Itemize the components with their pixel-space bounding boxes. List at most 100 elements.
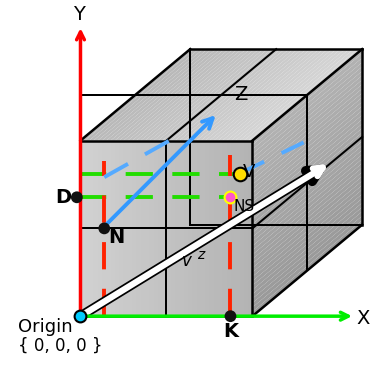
Polygon shape xyxy=(248,49,362,140)
Polygon shape xyxy=(253,102,362,197)
Polygon shape xyxy=(175,49,289,140)
Polygon shape xyxy=(240,140,244,316)
Polygon shape xyxy=(162,140,166,316)
Polygon shape xyxy=(253,159,362,255)
Polygon shape xyxy=(253,163,362,259)
Polygon shape xyxy=(110,140,115,316)
Polygon shape xyxy=(253,181,362,277)
Polygon shape xyxy=(253,128,362,224)
Polygon shape xyxy=(89,49,203,140)
Polygon shape xyxy=(253,177,362,272)
Polygon shape xyxy=(110,49,225,140)
Polygon shape xyxy=(154,49,267,140)
Polygon shape xyxy=(248,140,253,316)
Polygon shape xyxy=(209,49,324,140)
Polygon shape xyxy=(128,140,132,316)
Polygon shape xyxy=(253,71,362,167)
Polygon shape xyxy=(253,172,362,268)
Polygon shape xyxy=(253,67,362,163)
Polygon shape xyxy=(253,133,362,229)
Polygon shape xyxy=(253,207,362,303)
Polygon shape xyxy=(253,137,362,233)
Text: z: z xyxy=(197,248,204,262)
Polygon shape xyxy=(201,49,315,140)
Polygon shape xyxy=(119,49,233,140)
Polygon shape xyxy=(115,49,229,140)
Polygon shape xyxy=(214,140,218,316)
Polygon shape xyxy=(184,49,298,140)
Polygon shape xyxy=(162,49,276,140)
Polygon shape xyxy=(253,203,362,299)
Polygon shape xyxy=(253,185,362,281)
Polygon shape xyxy=(253,115,362,211)
Polygon shape xyxy=(235,140,240,316)
Text: NS: NS xyxy=(233,199,254,214)
Polygon shape xyxy=(231,140,235,316)
Text: K: K xyxy=(223,322,238,341)
Polygon shape xyxy=(106,49,220,140)
Text: v: v xyxy=(182,252,192,270)
Polygon shape xyxy=(253,146,362,242)
Polygon shape xyxy=(253,84,362,180)
Polygon shape xyxy=(253,124,362,220)
Polygon shape xyxy=(184,140,188,316)
Polygon shape xyxy=(141,140,145,316)
Polygon shape xyxy=(222,49,336,140)
Polygon shape xyxy=(205,49,319,140)
Polygon shape xyxy=(137,49,250,140)
Polygon shape xyxy=(149,49,263,140)
Polygon shape xyxy=(115,140,119,316)
Point xyxy=(77,313,83,319)
Text: { 0, 0, 0 }: { 0, 0, 0 } xyxy=(18,336,103,354)
Polygon shape xyxy=(154,140,158,316)
Text: D: D xyxy=(55,188,71,207)
Polygon shape xyxy=(192,49,306,140)
Polygon shape xyxy=(188,140,192,316)
Point xyxy=(228,313,234,319)
Polygon shape xyxy=(253,58,362,154)
Polygon shape xyxy=(85,49,199,140)
Polygon shape xyxy=(253,190,362,286)
Polygon shape xyxy=(253,88,362,184)
Polygon shape xyxy=(158,140,162,316)
Polygon shape xyxy=(80,49,195,140)
Polygon shape xyxy=(253,211,362,307)
Polygon shape xyxy=(188,49,302,140)
Polygon shape xyxy=(102,140,106,316)
Polygon shape xyxy=(158,49,272,140)
Polygon shape xyxy=(106,140,110,316)
Polygon shape xyxy=(253,80,362,176)
Polygon shape xyxy=(171,140,175,316)
Polygon shape xyxy=(85,140,89,316)
Polygon shape xyxy=(253,168,362,263)
Polygon shape xyxy=(80,140,85,316)
Polygon shape xyxy=(235,49,349,140)
Polygon shape xyxy=(166,49,280,140)
Polygon shape xyxy=(253,111,362,206)
Polygon shape xyxy=(253,93,362,189)
Polygon shape xyxy=(89,140,93,316)
Polygon shape xyxy=(253,106,362,202)
Polygon shape xyxy=(218,49,332,140)
Polygon shape xyxy=(253,194,362,290)
Polygon shape xyxy=(149,140,154,316)
Polygon shape xyxy=(124,140,128,316)
Polygon shape xyxy=(119,140,124,316)
Text: Z: Z xyxy=(234,85,247,104)
Text: Origin: Origin xyxy=(18,318,73,336)
Polygon shape xyxy=(205,140,209,316)
Polygon shape xyxy=(166,140,171,316)
Text: V: V xyxy=(243,163,256,181)
Polygon shape xyxy=(253,141,362,237)
Polygon shape xyxy=(175,140,179,316)
Polygon shape xyxy=(253,150,362,246)
Text: N: N xyxy=(108,229,124,248)
Polygon shape xyxy=(192,140,196,316)
Polygon shape xyxy=(253,220,362,316)
Polygon shape xyxy=(141,49,255,140)
Polygon shape xyxy=(132,140,137,316)
Polygon shape xyxy=(128,49,242,140)
Polygon shape xyxy=(253,216,362,312)
Polygon shape xyxy=(179,140,184,316)
Polygon shape xyxy=(171,49,285,140)
